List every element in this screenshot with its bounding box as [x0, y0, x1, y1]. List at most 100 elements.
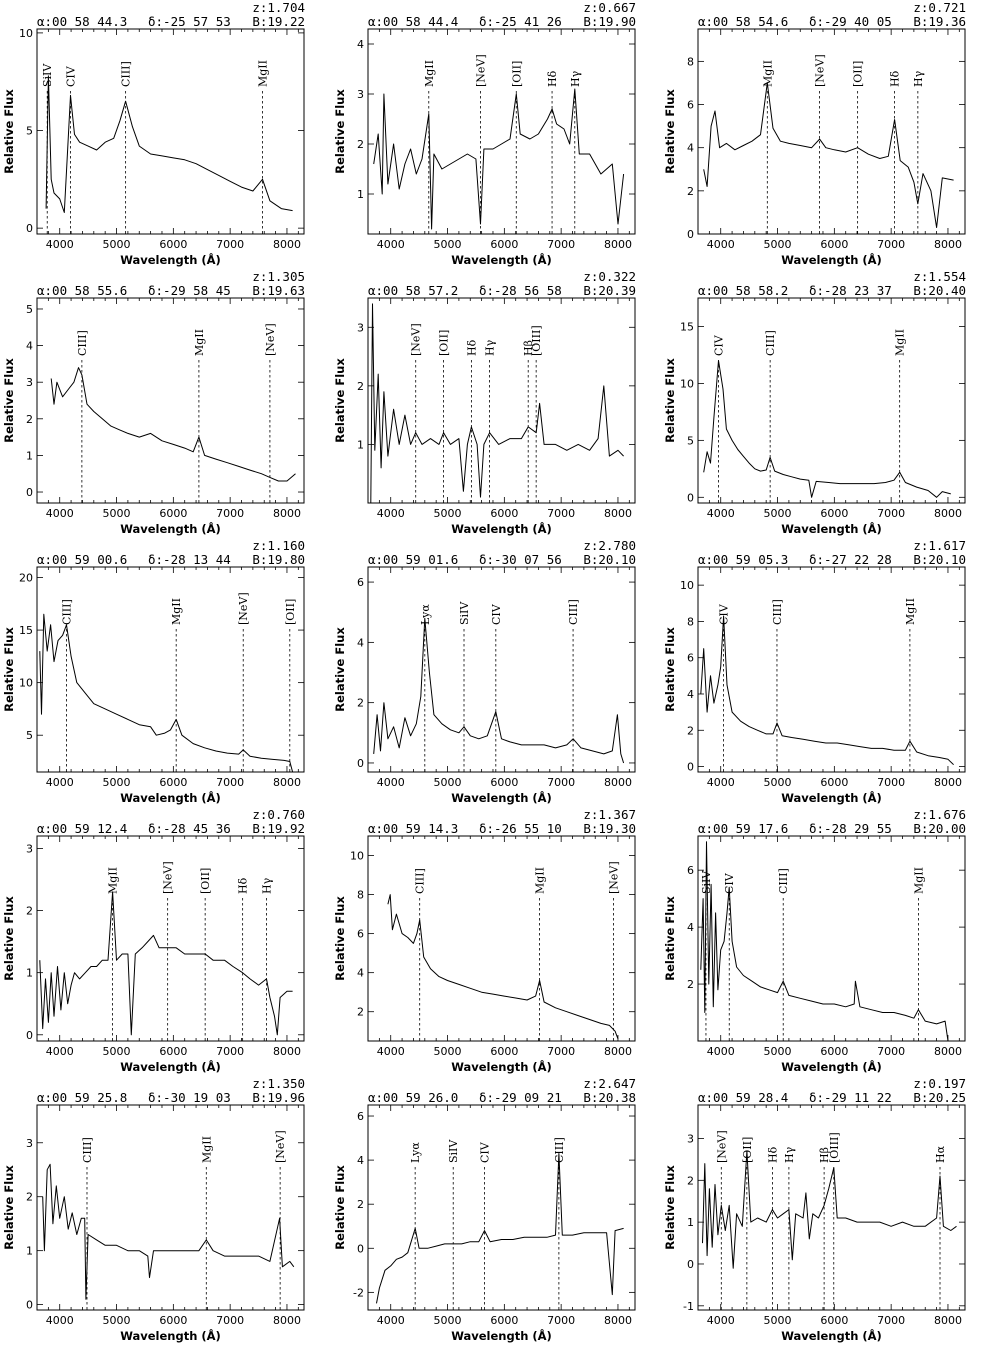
spectrum-panel: 4000 5000 6000 7000 8000 0 2 4 6 8 Wavelength (Å) R…	[661, 0, 992, 269]
emission-line-label: [NeV]	[607, 861, 620, 894]
plot-frame	[697, 1104, 966, 1311]
declination-label: δ:-28 29 55	[809, 821, 892, 836]
y-tick-label: 0	[26, 1029, 33, 1042]
plot-frame	[367, 28, 636, 235]
x-tick-label: 7000	[877, 238, 905, 251]
y-tick-label: 15	[19, 624, 33, 637]
redshift-label: z:0.760	[252, 807, 305, 822]
spectrum-panel: 4000 5000 6000 7000 8000 0 1 2 3 Wavelength (Å) Re…	[0, 1076, 331, 1345]
x-tick-label: 8000	[273, 776, 301, 789]
x-tick-label: 6000	[820, 776, 848, 789]
emission-line-label: MgII	[904, 598, 917, 625]
emission-line-label: Hβ	[522, 340, 535, 356]
redshift-label: z:1.367	[583, 807, 636, 822]
emission-line-label: MgII	[534, 867, 547, 894]
b-magnitude-label: B:19.30	[583, 821, 636, 836]
y-axis-title: Relative Flux	[663, 627, 677, 712]
x-tick-label: 5000	[434, 1314, 462, 1327]
spectrum-plot: 4000 5000 6000 7000 8000 0 1 2 3 Wavelength (Å) Re…	[2, 835, 305, 1074]
emission-line-label: Hα	[934, 1145, 947, 1163]
spectrum-panel: 4000 5000 6000 7000 8000 0 1 2 3 Wavelength (Å) Re…	[0, 807, 331, 1076]
x-tick-label: 8000	[934, 238, 962, 251]
spectrum-plot: 4000 5000 6000 7000 8000 1 2 3 Wavelength (Å) Rel…	[333, 297, 636, 536]
emission-line-label: Lyα	[409, 1142, 422, 1163]
x-tick-label: 6000	[159, 1314, 187, 1327]
y-tick-label: 1	[687, 1216, 694, 1229]
x-tick-label: 4000	[46, 776, 74, 789]
x-tick-label: 4000	[46, 1314, 74, 1327]
x-tick-label: 7000	[547, 1314, 575, 1327]
emission-line-label: [OII]	[438, 330, 451, 356]
x-tick-label: 5000	[103, 1045, 131, 1058]
spectrum-panel: 4000 5000 6000 7000 8000 1 2 3 4 Wavelength (Å) Re…	[331, 0, 662, 269]
x-tick-label: 5000	[764, 507, 792, 520]
y-tick-label: 2	[26, 413, 33, 426]
emission-line-label: [OII]	[741, 1137, 754, 1163]
redshift-label: z:1.350	[252, 1076, 305, 1091]
declination-label: δ:-28 23 37	[809, 283, 892, 298]
x-tick-label: 8000	[934, 1045, 962, 1058]
x-tick-label: 6000	[159, 776, 187, 789]
y-tick-label: 8	[357, 889, 364, 902]
x-tick-label: 7000	[547, 507, 575, 520]
y-tick-label: 2	[357, 138, 364, 151]
x-tick-label: 8000	[273, 507, 301, 520]
spectrum-plot: 4000 5000 6000 7000 8000 2 4 6 8 10 Wavelength (Å)…	[333, 835, 636, 1074]
x-axis-title: Wavelength (Å)	[120, 1059, 221, 1074]
x-tick-label: 5000	[434, 1045, 462, 1058]
redshift-label: z:1.676	[913, 807, 966, 822]
declination-label: δ:-30 07 56	[479, 552, 562, 567]
y-tick-label: 0	[687, 761, 694, 774]
y-tick-label: 15	[680, 320, 694, 333]
redshift-label: z:0.197	[913, 1076, 966, 1091]
y-tick-label: 4	[357, 636, 364, 649]
x-tick-label: 7000	[216, 1045, 244, 1058]
emission-line-label: MgII	[200, 1136, 213, 1163]
x-tick-label: 7000	[216, 507, 244, 520]
x-axis-title: Wavelength (Å)	[781, 521, 882, 536]
emission-line-label: CIII]	[567, 599, 580, 625]
x-tick-label: 5000	[434, 776, 462, 789]
x-tick-label: 5000	[434, 507, 462, 520]
spectrum-plot: 4000 5000 6000 7000 8000 2 4 6 Wavelength (Å) Rel…	[663, 835, 966, 1074]
x-tick-label: 8000	[934, 776, 962, 789]
b-magnitude-label: B:20.10	[913, 552, 966, 567]
spectrum-panel: 4000 5000 6000 7000 8000 0 2 4 6 Wavelength (Å) Re…	[331, 538, 662, 807]
x-tick-label: 7000	[216, 238, 244, 251]
y-tick-label: 4	[357, 1154, 364, 1167]
plot-frame	[697, 297, 966, 504]
emission-line-label: CIV	[478, 1141, 491, 1163]
declination-label: δ:-25 57 53	[148, 14, 231, 29]
spectrum-plot: 4000 5000 6000 7000 8000 0 2 4 6 Wavelength (Å) Re…	[333, 566, 636, 805]
spectrum-line	[702, 1150, 957, 1269]
emission-line-label: Hδ	[889, 70, 902, 87]
x-axis-title: Wavelength (Å)	[120, 1328, 221, 1343]
plot-frame	[697, 28, 966, 235]
plot-frame	[36, 297, 305, 504]
spectrum-panel: 4000 5000 6000 7000 8000 2 4 6 Wavelength (Å) Rel…	[661, 807, 992, 1076]
x-tick-label: 7000	[547, 238, 575, 251]
y-tick-label: 3	[357, 321, 364, 334]
right-ascension-label: α:00 58 54.6	[698, 14, 789, 29]
spectrum-line	[45, 75, 293, 213]
y-tick-label: 4	[687, 688, 694, 701]
y-tick-label: 6	[687, 652, 694, 665]
emission-line-label: Hγ	[484, 339, 497, 356]
spectrum-panel: 4000 5000 6000 7000 8000 2 4 6 8 10 Wavelength (Å)…	[331, 807, 662, 1076]
x-tick-label: 4000	[707, 1314, 735, 1327]
spectrum-plot: 4000 5000 6000 7000 8000 0 1 2 3 Wavelength (Å) Re…	[2, 1104, 305, 1343]
spectrum-line	[373, 617, 625, 764]
right-ascension-label: α:00 58 55.6	[37, 283, 128, 298]
emission-line-label: MgII	[107, 867, 120, 894]
y-tick-label: 2	[687, 185, 694, 198]
x-tick-label: 6000	[490, 1045, 518, 1058]
spectrum-plot: 4000 5000 6000 7000 8000 0 5 10 15 Wavelength (Å)…	[663, 297, 966, 536]
plot-frame	[36, 566, 305, 773]
y-axis-title: Relative Flux	[333, 896, 347, 981]
x-tick-label: 8000	[604, 1314, 632, 1327]
y-tick-label: 6	[687, 864, 694, 877]
right-ascension-label: α:00 58 44.4	[368, 14, 459, 29]
x-tick-label: 6000	[820, 238, 848, 251]
x-axis-title: Wavelength (Å)	[120, 790, 221, 805]
b-magnitude-label: B:20.40	[913, 283, 966, 298]
